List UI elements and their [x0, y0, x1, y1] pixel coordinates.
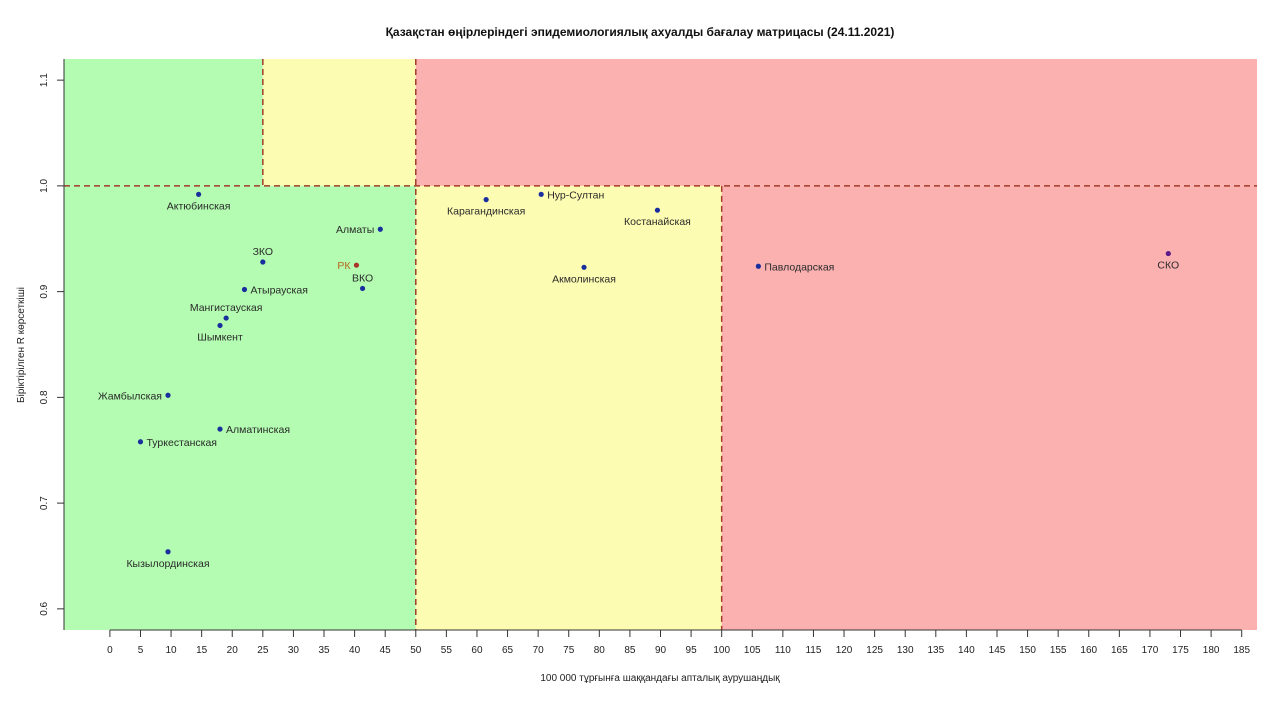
data-point-label: ВКО: [352, 272, 373, 284]
zone-red-upper: [415, 59, 1257, 186]
data-point: [195, 191, 202, 197]
data-point-label: Мангистауская: [190, 302, 263, 314]
x-tick-label: 175: [1172, 645, 1189, 656]
x-tick-label: 95: [686, 645, 698, 656]
zone-red-lower: [721, 185, 1257, 630]
data-point: [353, 262, 360, 268]
y-tick-label: 0.9: [39, 284, 50, 298]
zone-green-lower: [64, 185, 416, 630]
data-point: [137, 439, 144, 445]
data-point: [654, 207, 661, 213]
y-tick-label: 0.7: [39, 496, 50, 510]
x-tick-label: 170: [1142, 645, 1159, 656]
data-point: [377, 226, 383, 232]
data-point-label: Нур-Султан: [547, 189, 604, 201]
y-tick-label: 0.8: [39, 390, 50, 404]
data-point: [223, 315, 229, 321]
data-point-label: Атырауская: [250, 285, 307, 297]
data-point-label: ЗКО: [253, 246, 274, 258]
data-point: [755, 263, 761, 269]
data-point-label: Шымкент: [197, 331, 243, 343]
data-point-label: СКО: [1157, 260, 1179, 272]
x-tick-label: 160: [1080, 645, 1097, 656]
y-tick-label: 0.6: [39, 601, 50, 615]
x-tick-label: 125: [866, 645, 883, 656]
x-tick-label: 145: [989, 645, 1006, 656]
data-point-label: Туркестанская: [146, 437, 217, 449]
x-tick-label: 75: [563, 645, 575, 656]
data-point: [217, 426, 223, 432]
x-tick-label: 65: [502, 645, 514, 656]
data-point-label: Актюбинская: [167, 200, 231, 212]
zone-green-upper: [64, 59, 263, 186]
x-tick-label: 30: [288, 645, 300, 656]
chart-title: Қазақстан өңірлеріндегі эпидемиологиялық…: [385, 25, 895, 39]
dividers-layer: [64, 59, 1257, 630]
x-tick-label: 150: [1019, 645, 1036, 656]
data-point-label: Костанайская: [624, 216, 691, 228]
x-tick-label: 50: [410, 645, 422, 656]
x-tick-label: 80: [594, 645, 606, 656]
zone-yellow-upper: [262, 59, 416, 186]
x-tick-label: 105: [744, 645, 761, 656]
x-tick-label: 130: [897, 645, 914, 656]
x-tick-label: 5: [138, 645, 144, 656]
axes-layer: 0 5 10 15 20 25 30 35 40 45 50 55 60 65 70 75 80 85 90 95 10…: [39, 59, 1250, 656]
data-point-label: Алматы: [336, 224, 374, 236]
x-tick-label: 45: [380, 645, 392, 656]
data-point-label: Кызылординская: [126, 558, 209, 570]
data-point: [581, 264, 587, 270]
data-point: [241, 286, 248, 293]
x-tick-label: 155: [1050, 645, 1067, 656]
data-point-label: Алматинская: [226, 424, 290, 436]
data-point: [260, 259, 266, 265]
x-tick-label: 90: [655, 645, 667, 656]
x-tick-label: 15: [196, 645, 208, 656]
data-point-label: РК: [337, 260, 351, 272]
data-point-label: Акмолинская: [552, 273, 616, 285]
x-tick-label: 40: [349, 645, 361, 656]
zone-yellow-lower: [415, 185, 722, 630]
x-tick-label: 60: [471, 645, 483, 656]
x-tick-label: 55: [441, 645, 453, 656]
x-tick-label: 25: [257, 645, 269, 656]
data-point-label: Карагандинская: [447, 206, 525, 218]
x-tick-label: 115: [805, 645, 821, 656]
x-tick-label: 120: [836, 645, 853, 656]
x-tick-label: 165: [1111, 645, 1128, 656]
y-tick-label: 1.0: [39, 179, 50, 193]
x-tick-label: 140: [958, 645, 975, 656]
x-tick-label: 0: [107, 645, 113, 656]
x-tick-label: 20: [227, 645, 239, 656]
x-tick-label: 180: [1203, 645, 1220, 656]
data-point-label: Павлодарская: [764, 261, 834, 273]
data-point: [165, 392, 171, 398]
data-point: [1165, 250, 1171, 257]
zones-layer: [64, 59, 1257, 630]
x-tick-label: 185: [1233, 645, 1250, 656]
y-axis-label: Біріктірілген R көрсеткіші: [16, 287, 27, 403]
data-point: [217, 322, 223, 329]
data-point: [165, 549, 171, 555]
data-point: [483, 197, 489, 203]
data-point: [359, 285, 366, 292]
data-point: [538, 191, 544, 197]
x-tick-label: 70: [533, 645, 545, 656]
y-tick-label: 1.1: [39, 73, 50, 87]
x-tick-label: 135: [927, 645, 944, 656]
x-axis-label: 100 000 тұрғынға шаққандағы апталық ауру…: [540, 673, 780, 684]
x-tick-label: 100: [713, 645, 730, 656]
x-tick-label: 10: [166, 645, 178, 656]
data-point-label: Жамбылская: [98, 390, 162, 402]
x-tick-label: 35: [318, 645, 330, 656]
x-tick-label: 110: [775, 645, 791, 656]
x-tick-label: 85: [624, 645, 636, 656]
